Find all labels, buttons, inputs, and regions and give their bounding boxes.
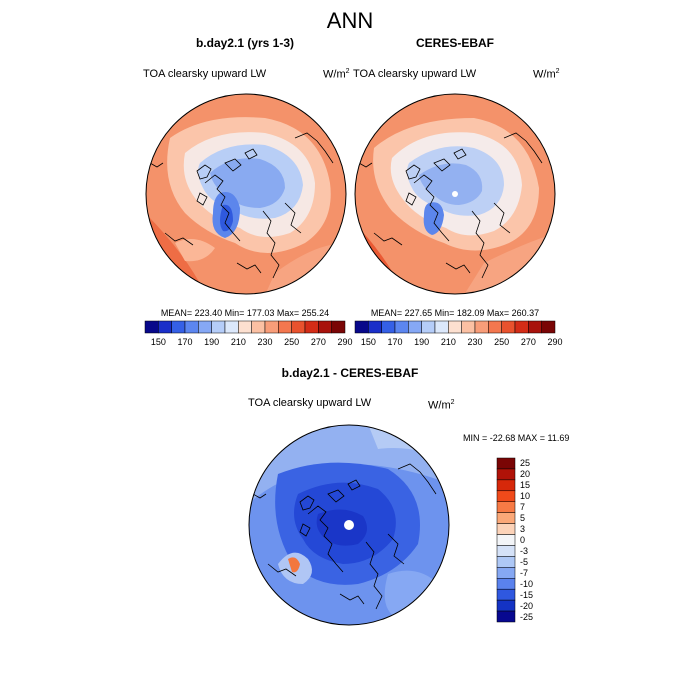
diff-panel-colorbar-box <box>496 567 516 579</box>
diff-panel-colorbar-tick-label: 0 <box>520 535 526 545</box>
panel-2-colorbar-box <box>501 320 516 334</box>
panel-1-colorbar-box <box>158 320 172 334</box>
diff-panel-colorbar-box <box>496 512 516 524</box>
panel-2-stats: MEAN= 227.65 Min= 182.09 Max= 260.37 <box>370 308 540 318</box>
panel-1-units: W/m2 <box>323 68 350 81</box>
panel-1-colorbar-box <box>224 320 239 334</box>
panel-2-colorbar-tick-label: 230 <box>467 337 483 347</box>
panel-2-colorbar-box <box>381 320 396 334</box>
diff-panel-colorbar-tick-label: 5 <box>520 513 526 524</box>
panel-2-colorbar-tick-label: 270 <box>520 337 536 347</box>
panel-2-colorbar-tick-label: 250 <box>494 337 510 347</box>
panel-2-colorbar-box <box>474 320 489 334</box>
panel-2-colorbar-box <box>461 320 476 334</box>
panel-2-colorbar-box <box>368 320 382 334</box>
diff-panel-colorbar-tick-label: -15 <box>520 589 534 600</box>
panel-1-title: b.day2.1 (yrs 1-3) <box>195 36 295 50</box>
panel-2-colorbar-box <box>421 320 436 334</box>
panel-1-colorbar-box <box>251 320 266 334</box>
panel-2-colorbar-box <box>394 320 409 334</box>
diff-panel-colorbar-box <box>496 578 516 590</box>
panel-1-colorbar-ticks: 150 170 190 210 230 250 270 290 <box>145 337 353 349</box>
panel-1-colorbar-box <box>318 320 332 334</box>
diff-panel-colorbar-box <box>496 490 516 502</box>
panel-1-colorbar-box <box>211 320 226 334</box>
panel-2-colorbar-tick-label: 190 <box>414 337 430 347</box>
diff-panel-colorbar-tick-label: 20 <box>520 469 531 480</box>
diff-panel-colorbar-box <box>496 610 516 623</box>
diff-panel-colorbar-tick-label: -7 <box>520 567 529 578</box>
panel-1-colorbar-box <box>198 320 212 334</box>
diff-panel-title: b.day2.1 - CERES-EBAF <box>281 366 419 380</box>
panel-1-colorbar-box <box>264 320 279 334</box>
panel-1-colorbar-tick-label: 210 <box>230 337 246 347</box>
panel-1-colorbar-tick-label: 270 <box>310 337 326 347</box>
diff-panel-colorbar-box <box>496 599 516 612</box>
diff-panel-colorbar-box <box>496 479 516 492</box>
panel-2-colorbar-box <box>541 320 556 334</box>
panel-1-colorbar-tick-label: 190 <box>204 337 220 347</box>
diff-panel-colorbar-box <box>496 534 516 546</box>
panel-1-colorbar <box>144 320 346 334</box>
panel-1-polar-map <box>145 93 347 295</box>
diff-panel-stats: MIN = -22.68 MAX = 11.69 <box>463 433 570 443</box>
panel-2-polar-map <box>354 93 556 295</box>
diff-panel-colorbar-tick-label: 10 <box>520 491 531 502</box>
diff-panel-colorbar-box <box>496 457 516 470</box>
panel-2-colorbar-ticks: 150 170 190 210 230 250 270 290 <box>355 337 563 349</box>
panel-2-colorbar-box <box>408 320 422 334</box>
diff-panel-colorbar-box <box>496 523 516 535</box>
panel-2-colorbar-box <box>488 320 502 334</box>
panel-2-colorbar-box <box>434 320 449 334</box>
panel-2-colorbar-box <box>448 320 462 334</box>
diff-panel-colorbar-tick-label: 15 <box>520 480 531 491</box>
panel-2-colorbar-tick-label: 150 <box>360 337 376 347</box>
panel-2-colorbar-box <box>354 320 369 334</box>
diff-panel-colorbar-tick-label: -5 <box>520 556 529 567</box>
panel-1-colorbar-box <box>304 320 319 334</box>
panel-2-colorbar-tick-label: 170 <box>387 337 403 347</box>
panel-1-colorbar-tick-label: 150 <box>150 337 166 347</box>
diff-panel-colorbar-tick-label: 3 <box>520 524 526 535</box>
panel-1-colorbar-box <box>184 320 199 334</box>
diff-panel-colorbar-box <box>496 556 516 568</box>
diff-panel-colorbar-tick-label: -10 <box>520 578 534 589</box>
panel-1-colorbar-box <box>144 320 159 334</box>
panel-1-colorbar-tick-label: 290 <box>337 337 353 347</box>
panel-2-colorbar-tick-label: 210 <box>440 337 456 347</box>
diff-panel-colorbar-box <box>496 468 516 481</box>
panel-2-colorbar-box <box>528 320 542 334</box>
panel-2-colorbar-box <box>514 320 529 334</box>
diff-panel-variable-label: TOA clearsky upward LW <box>248 397 372 409</box>
panel-2-units: W/m2 <box>533 68 560 81</box>
panel-1-stats: MEAN= 223.40 Min= 177.03 Max= 255.24 <box>160 308 330 318</box>
panel-2-variable-label: TOA clearsky upward LW <box>353 68 477 80</box>
diff-panel-colorbar-tick-label: -20 <box>520 600 534 611</box>
panel-1-colorbar-box <box>171 320 186 334</box>
panel-1-colorbar-box <box>291 320 306 334</box>
panel-1-colorbar-tick-label: 250 <box>284 337 300 347</box>
panel-2-title: CERES-EBAF <box>415 36 494 50</box>
panel-1-colorbar-box <box>331 320 346 334</box>
diff-panel-colorbar-box <box>496 501 516 513</box>
panel-1-colorbar-tick-label: 170 <box>177 337 193 347</box>
panel-1-colorbar-tick-label: 230 <box>257 337 273 347</box>
diff-panel-colorbar-tick-label: -25 <box>520 611 534 622</box>
diff-panel-units: W/m2 <box>428 399 455 412</box>
panel-1-colorbar-box <box>238 320 252 334</box>
diff-panel-polar-map <box>248 424 450 626</box>
panel-2-colorbar-tick-label: 290 <box>547 337 563 347</box>
panel-1-variable-label: TOA clearsky upward LW <box>143 68 267 80</box>
panel-2-colorbar <box>354 320 556 334</box>
panel-1-colorbar-box <box>278 320 292 334</box>
diff-panel-colorbar <box>496 457 516 623</box>
diff-panel-colorbar-tick-label: 7 <box>520 502 526 513</box>
diff-panel-colorbar-tick-label: 25 <box>520 458 531 469</box>
page-title: ANN <box>326 8 374 33</box>
diff-panel-colorbar-box <box>496 588 516 601</box>
diff-panel-colorbar-box <box>496 545 516 557</box>
diff-panel-colorbar-tick-label: -3 <box>520 545 529 556</box>
